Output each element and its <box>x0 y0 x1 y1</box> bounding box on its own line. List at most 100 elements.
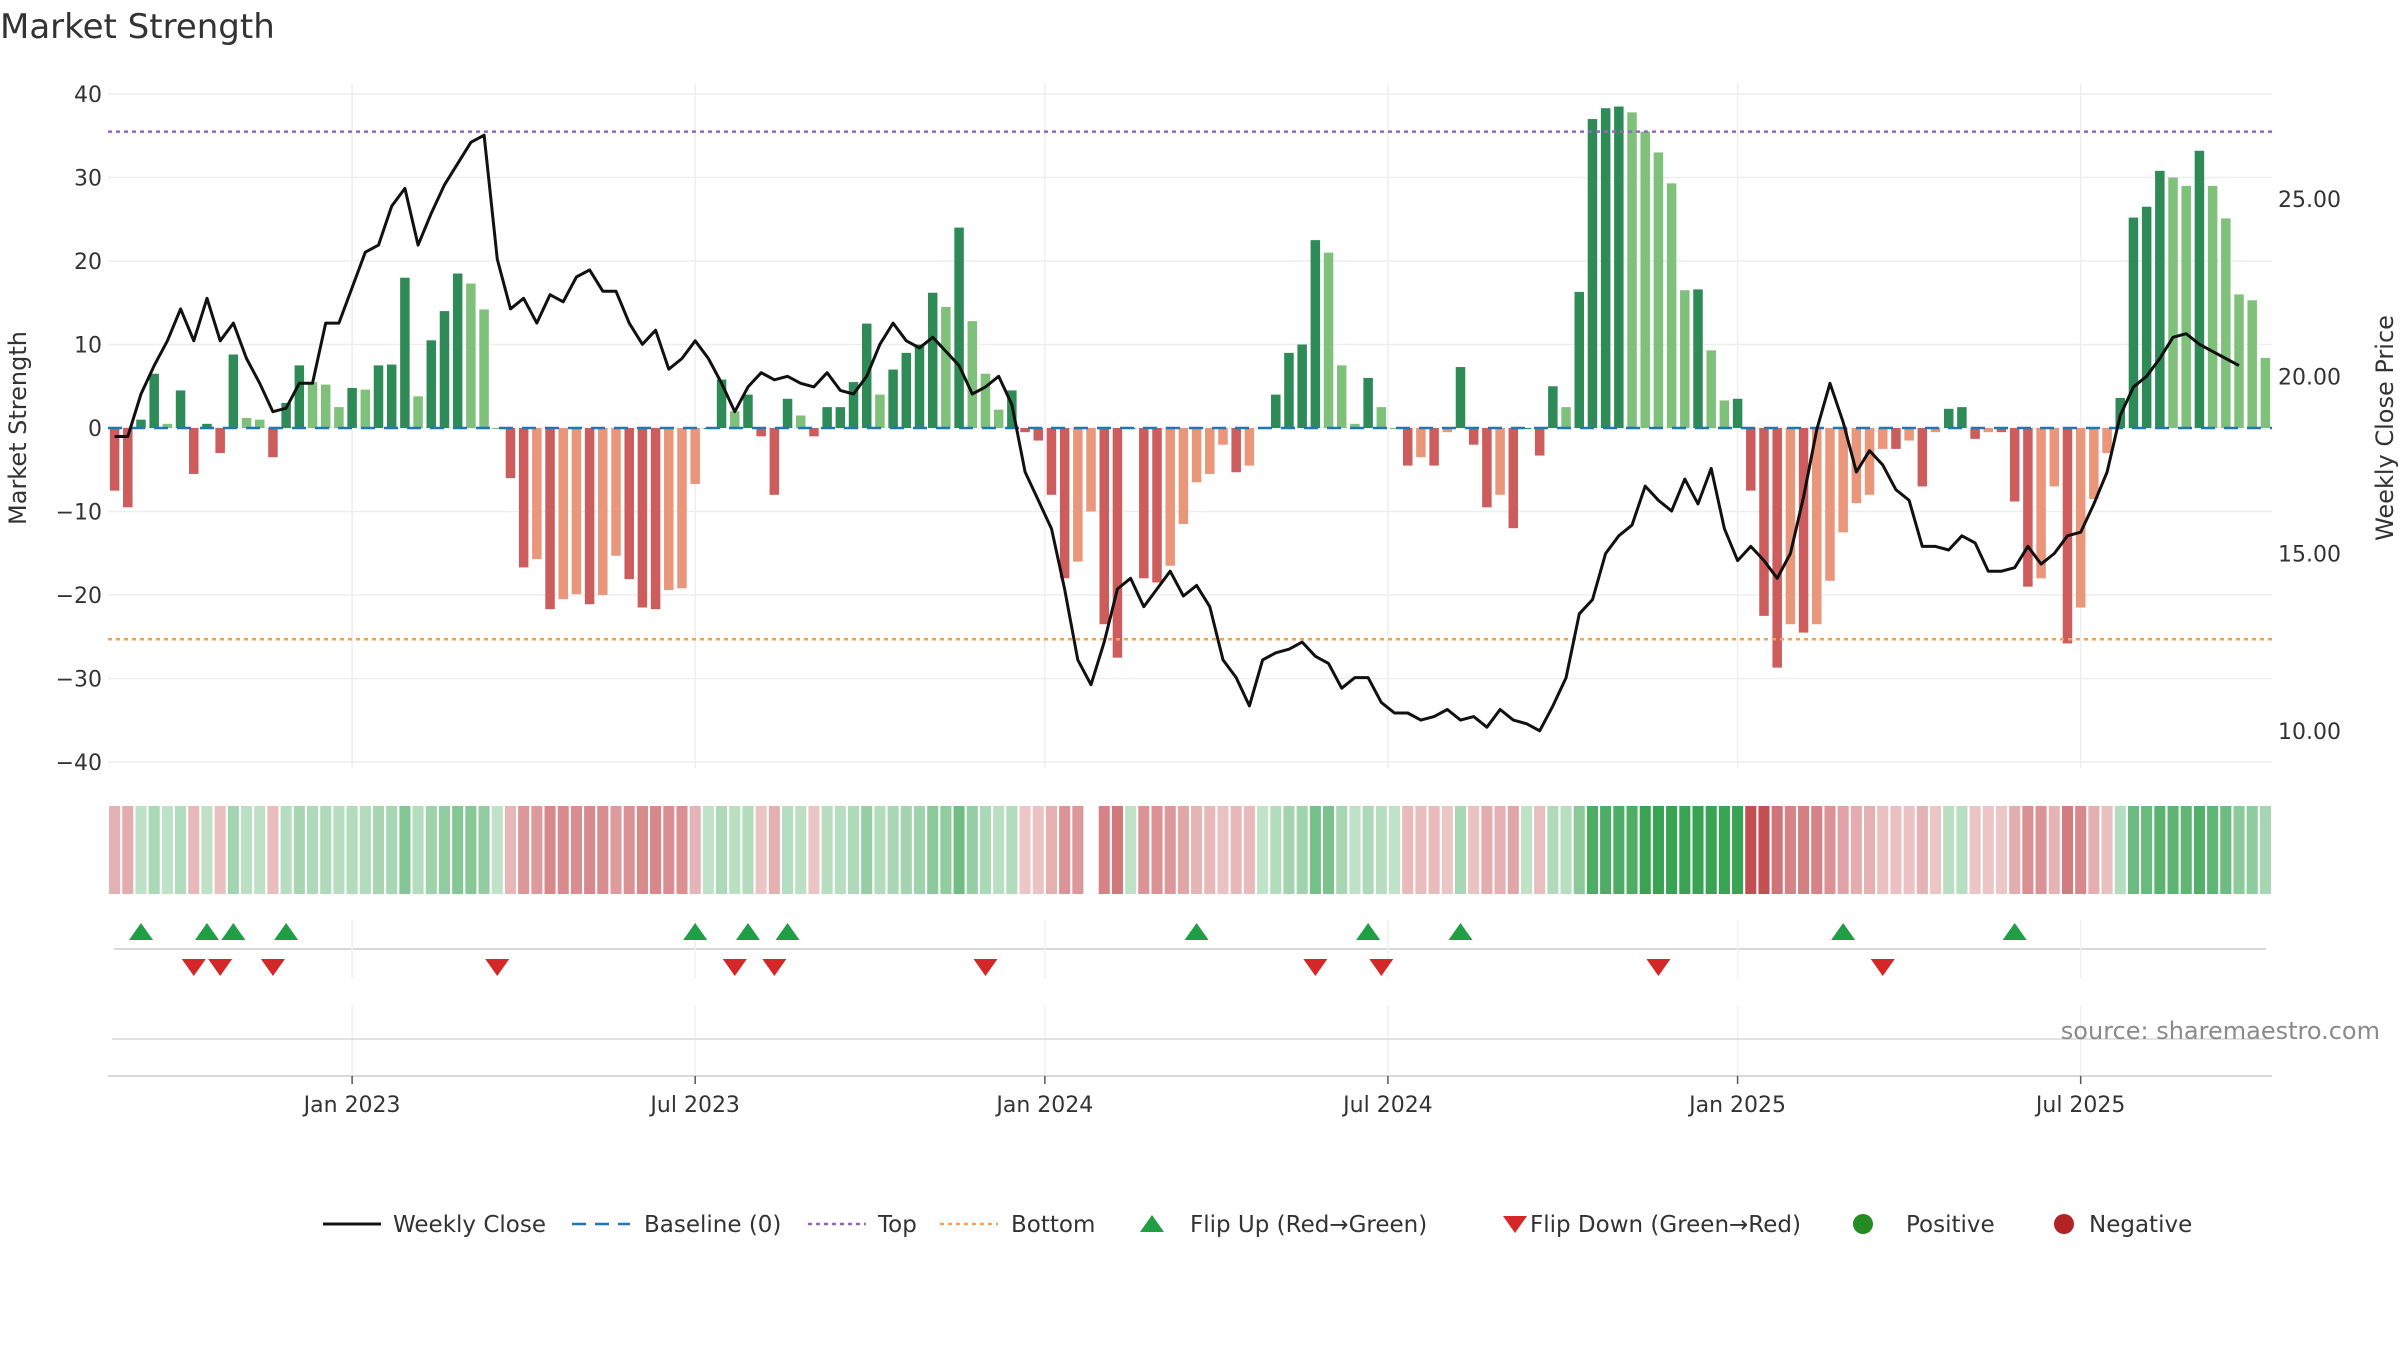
strength-bar <box>1548 386 1558 428</box>
strip-cell <box>1454 806 1467 894</box>
strength-bar <box>1389 428 1400 429</box>
strength-bar <box>1640 131 1650 428</box>
strength-bar <box>189 428 199 474</box>
flip-markers-panel <box>114 920 2266 978</box>
strength-bar <box>466 283 476 428</box>
legend-item-neg: Negative <box>2054 1212 2192 1238</box>
strip-cell <box>2167 806 2179 894</box>
strength-bar <box>1521 428 1532 429</box>
strip-cell <box>1903 806 1915 894</box>
strength-bar <box>2194 150 2205 428</box>
strength-bar <box>215 428 225 454</box>
strength-bar <box>716 379 727 428</box>
flip-up-marker <box>775 923 800 940</box>
strip-cell <box>1995 806 2008 894</box>
strip-cell <box>1019 806 1031 894</box>
strip-cell <box>966 806 978 894</box>
flip-up-marker <box>194 923 219 940</box>
strip-cell <box>1547 806 1559 894</box>
strip-cell <box>1098 806 1110 894</box>
flip-up-marker <box>1831 923 1856 940</box>
strip-cell <box>2114 806 2126 894</box>
strip-cell <box>2009 806 2021 894</box>
strength-bar <box>1930 428 1941 433</box>
y2-tick-label: 25.00 <box>2278 188 2341 213</box>
y2-tick-label: 10.00 <box>2278 720 2341 745</box>
legend-item-baseline: Baseline (0) <box>572 1212 781 1238</box>
strip-cell <box>821 806 833 894</box>
strip-cell <box>1798 806 1810 894</box>
reference-lines <box>108 130 2272 641</box>
strip-cell <box>1032 806 1044 894</box>
strength-bar <box>1059 428 1070 579</box>
strength-bar <box>1297 344 1307 428</box>
strength-bar <box>1983 428 1994 433</box>
strip-cell <box>241 806 253 894</box>
strength-bar <box>1086 428 1096 512</box>
legend-label: Positive <box>1906 1212 1995 1238</box>
strip-cell <box>847 806 860 894</box>
strip-cell <box>1877 806 1889 894</box>
strength-bar <box>1706 350 1716 428</box>
strength-bar <box>1891 428 1901 449</box>
strip-cell <box>201 806 213 894</box>
y-tick-label: 0 <box>88 417 102 442</box>
strength-bar <box>492 428 503 429</box>
strength-bar <box>835 407 846 428</box>
strength-bar <box>967 321 978 428</box>
strength-bar <box>664 428 674 590</box>
strength-bar <box>901 352 912 428</box>
strip-cell <box>768 806 780 894</box>
strip-cell <box>1982 806 1994 894</box>
strip-cell <box>1296 806 1308 894</box>
strength-heat-strip <box>109 806 2271 894</box>
strength-bar <box>175 390 186 428</box>
legend-item-down: Flip Down (Green→Red) <box>1503 1212 1801 1238</box>
strength-bar <box>650 428 661 610</box>
legend-swatch-flip-up <box>1140 1215 1164 1232</box>
strip-cell <box>1125 806 1137 894</box>
strength-bar <box>1732 398 1743 428</box>
strength-bar <box>123 428 133 508</box>
strength-bar <box>1508 428 1519 529</box>
strip-cell <box>557 806 569 894</box>
strip-cell <box>2048 806 2060 894</box>
strip-cell <box>1705 806 1717 894</box>
strip-cell <box>1217 806 1229 894</box>
strip-cell <box>1864 806 1876 894</box>
strength-bar <box>1614 106 1624 429</box>
y2-tick-label: 20.00 <box>2278 365 2341 390</box>
y-axis-label: Market Strength <box>4 331 32 525</box>
strength-bar <box>1073 428 1083 562</box>
strength-bar <box>532 428 542 560</box>
strip-cell <box>1732 806 1744 894</box>
strength-bar <box>624 428 634 580</box>
strength-bar <box>373 365 384 428</box>
strength-bar <box>518 428 529 568</box>
strip-cell <box>636 806 648 894</box>
strip-cell <box>1652 806 1664 894</box>
legend-label: Flip Down (Green→Red) <box>1530 1212 1801 1238</box>
strip-cell <box>1929 806 1942 894</box>
strength-bar <box>875 394 885 428</box>
strip-cell <box>1323 806 1335 894</box>
strip-cell <box>491 806 503 894</box>
strip-cell <box>122 806 134 894</box>
strength-bar <box>1838 428 1848 533</box>
strength-bar <box>294 365 305 428</box>
y-tick-label: −10 <box>56 501 102 526</box>
strength-bar <box>1785 428 1796 625</box>
strip-cell <box>2233 806 2245 894</box>
strength-bar <box>756 428 766 437</box>
strip-cell <box>1388 806 1401 894</box>
strength-bar <box>1693 289 1703 428</box>
legend: Weekly Close Baseline (0) Top Bottom Flip Up… <box>323 1212 2192 1238</box>
strength-bar <box>1877 428 1888 449</box>
strip-cell <box>1969 806 1981 894</box>
x-tick-label: Jan 2024 <box>994 1093 1093 1118</box>
strength-bar <box>1534 428 1545 456</box>
strength-bar <box>1482 428 1492 508</box>
strip-cell <box>2075 806 2087 894</box>
strength-bar <box>1020 428 1030 433</box>
strip-cell <box>1560 806 1572 894</box>
